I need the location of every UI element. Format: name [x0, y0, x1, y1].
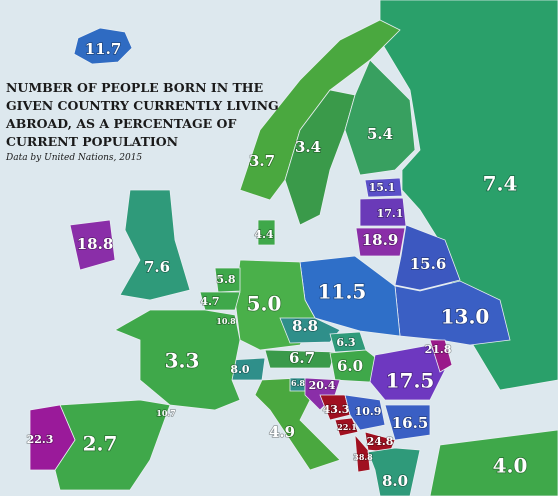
- countries: [29, 0, 558, 496]
- title-line: ABROAD, AS A PERCENTAGE OF: [5, 116, 236, 131]
- denmark: [257, 219, 276, 246]
- estonia: [364, 177, 403, 198]
- value-label: 18.8: [77, 235, 114, 253]
- value-label: 4.7: [200, 295, 219, 308]
- iceland: [73, 27, 133, 65]
- value-label: 22.3: [27, 433, 54, 446]
- value-label: 8.0: [382, 472, 408, 490]
- value-label: 15.6: [410, 255, 447, 273]
- value-label: 3.3: [165, 349, 200, 373]
- value-label: 5.4: [367, 125, 393, 143]
- title-block: NUMBER OF PEOPLE BORN IN THE GIVEN COUNT…: [5, 80, 279, 163]
- value-label: 7.4: [483, 172, 518, 196]
- belarus: [394, 224, 461, 291]
- value-label: 4.9: [269, 423, 295, 441]
- value-label: 43.3: [323, 403, 350, 416]
- russia: [379, 0, 558, 391]
- ireland: [69, 219, 116, 271]
- romania: [369, 344, 446, 401]
- value-label: 6.3: [336, 336, 355, 349]
- value-label: 6.8: [291, 378, 305, 388]
- value-label: 22.1: [337, 422, 356, 432]
- value-label: 20.4: [309, 379, 336, 392]
- value-label: 8.8: [292, 317, 318, 335]
- value-label: 3.4: [295, 138, 321, 156]
- moldova: [429, 339, 453, 373]
- value-label: 21.8: [425, 343, 452, 356]
- value-label: 11.5: [318, 280, 367, 304]
- value-label: 5.8: [216, 273, 235, 286]
- finland: [344, 59, 416, 176]
- value-label: 4.0: [493, 454, 528, 478]
- value-label: 10.9: [355, 405, 382, 418]
- value-label: 3.7: [249, 152, 275, 170]
- albania: [354, 433, 371, 473]
- value-label: 16.5: [392, 414, 429, 432]
- france: [114, 309, 241, 411]
- value-label: 17.5: [386, 369, 435, 393]
- value-label: 6.7: [289, 349, 315, 367]
- greece: [367, 447, 421, 496]
- title-line: NUMBER OF PEOPLE BORN IN THE: [6, 80, 263, 95]
- value-label: 18.9: [362, 231, 399, 249]
- title-line: GIVEN COUNTRY CURRENTLY LIVING: [6, 98, 279, 113]
- value-label: 24.8: [367, 435, 394, 448]
- value-label: 15.1: [369, 181, 396, 194]
- ukraine: [394, 280, 511, 346]
- united-kingdom: [119, 189, 191, 301]
- serbia: [344, 394, 386, 431]
- value-label: 2.7: [83, 432, 118, 456]
- title-line: CURRENT POPULATION: [6, 134, 178, 149]
- value-label: 10.7: [156, 408, 175, 418]
- montenegro: [334, 417, 359, 437]
- value-label: 38.8: [353, 452, 373, 462]
- austria: [264, 349, 336, 369]
- netherlands: [214, 267, 241, 293]
- norway: [239, 19, 401, 201]
- belgium: [199, 291, 241, 311]
- source: Data by United Nations, 2015: [5, 153, 142, 163]
- bulgaria: [384, 404, 431, 441]
- value-label: 11.7: [85, 40, 122, 58]
- value-label: 10.8: [216, 316, 236, 326]
- value-label: 7.6: [144, 258, 170, 276]
- turkey: [429, 429, 558, 496]
- value-label: 13.0: [441, 305, 490, 329]
- value-label: 6.0: [337, 357, 363, 375]
- value-label: 17.1: [377, 207, 404, 220]
- lithuania: [355, 227, 406, 257]
- value-label: 5.0: [247, 292, 282, 316]
- value-label: 4.4: [254, 228, 273, 241]
- portugal: [29, 404, 76, 471]
- value-label: 8.0: [230, 363, 249, 376]
- labels: 11.7 3.7 3.4 5.4 7.4 15.1 17.1 18.9 18.8…: [26, 39, 528, 491]
